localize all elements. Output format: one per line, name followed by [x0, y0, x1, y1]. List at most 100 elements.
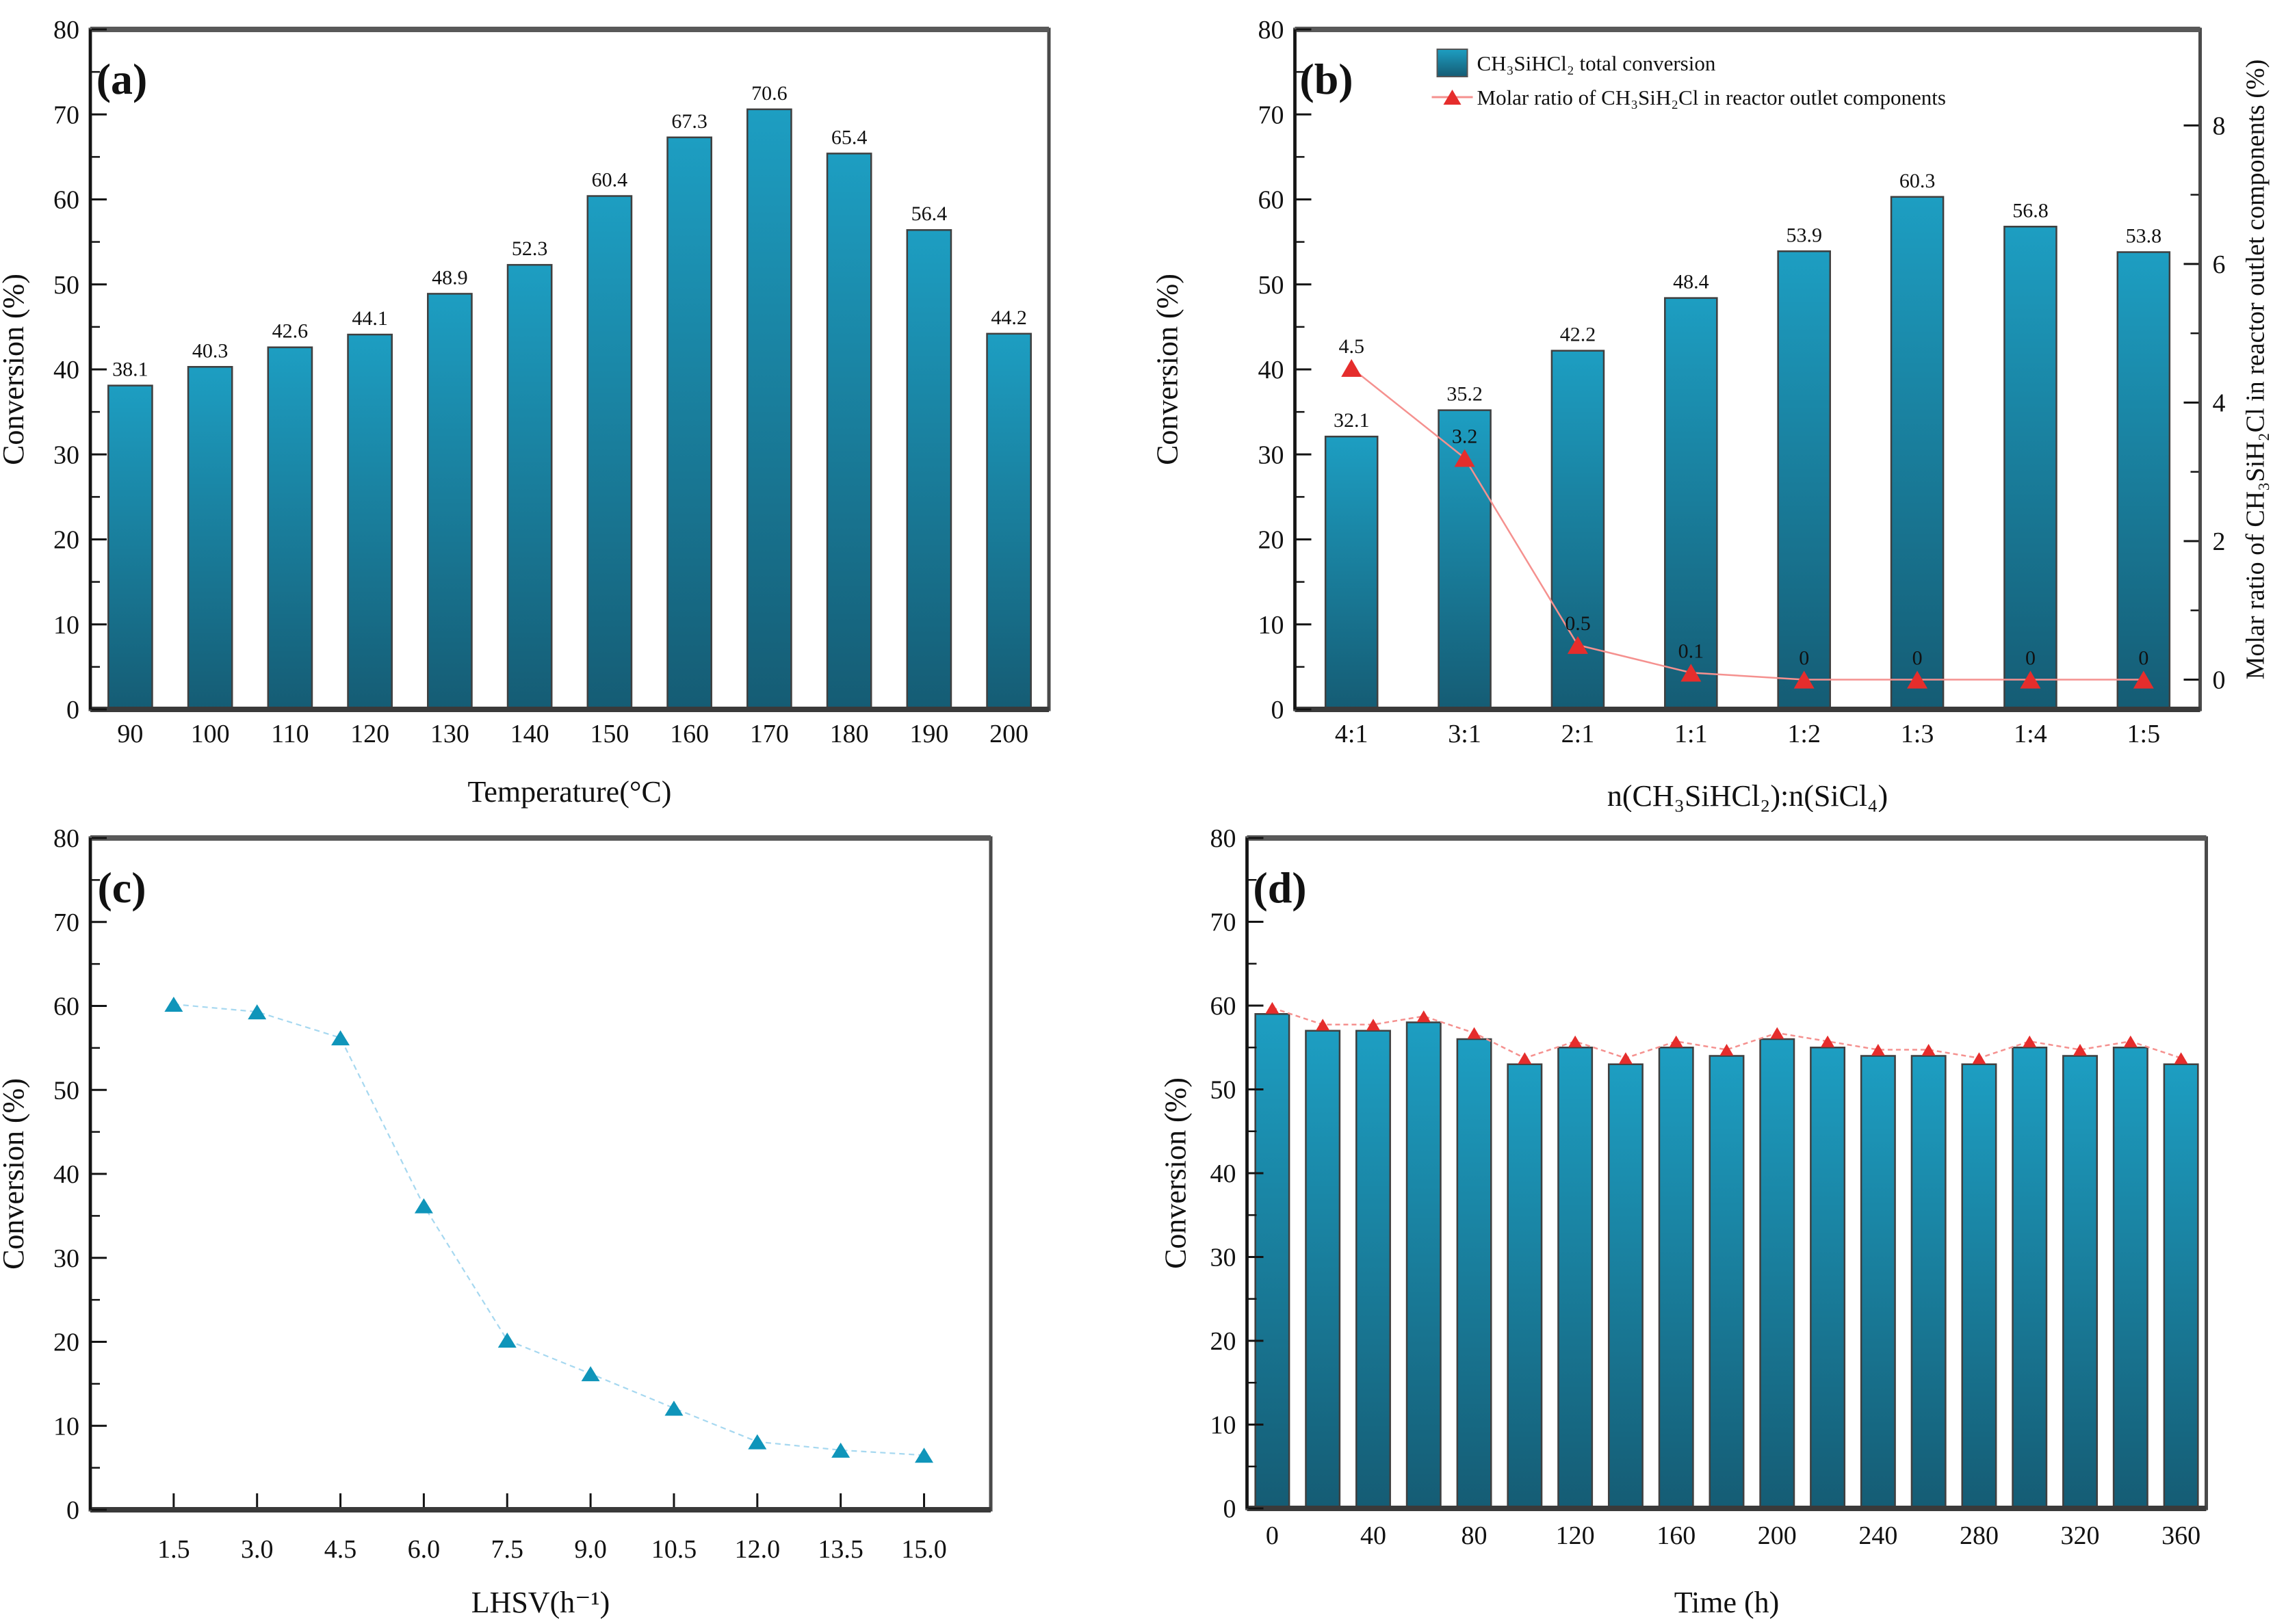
y-tick-label: 10	[53, 1412, 79, 1441]
bar	[746, 108, 792, 711]
bar	[1759, 1038, 1795, 1510]
x-tick-label: 3:1	[1448, 720, 1481, 748]
bar	[666, 136, 712, 711]
lhsv-marker	[831, 1442, 850, 1458]
x-tick-label: 170	[750, 720, 789, 748]
bar	[1507, 1063, 1543, 1510]
panel-letter: (c)	[97, 863, 146, 912]
panel-b-chart: 32.1 35.2 42.2 48.4 53.9 60.3 56.8 53.8 4.5 3.2 0.…	[1151, 16, 2270, 812]
bar	[586, 195, 633, 711]
y2-tick-label: 2	[2213, 527, 2226, 556]
bar-value-label: 60.3	[1899, 170, 1936, 192]
y-tick-label: 40	[1210, 1160, 1236, 1188]
x-axis-title: n(CH₃SiHCl₂):n(SiCl₄)	[1607, 779, 1888, 812]
molar-ratio-marker	[1793, 670, 1815, 689]
molar-ratio-marker	[2133, 670, 2154, 689]
y2-axis-title: Molar ratio of CH₃SiH₂Cl in reactor outl…	[2242, 60, 2270, 680]
panel-letter: (b)	[1299, 55, 1353, 103]
molar-ratio-marker	[1680, 664, 1702, 682]
molar-ratio-line	[1351, 367, 2144, 681]
bar-value-label: 56.4	[911, 202, 948, 225]
x-tick-label: 180	[830, 720, 869, 748]
x-tick-label: 140	[510, 720, 549, 748]
y-tick-label: 60	[53, 186, 79, 215]
x-axis-title: Temperature(°C)	[468, 775, 672, 809]
y-tick-label: 0	[1271, 696, 1284, 724]
bar	[2003, 226, 2057, 711]
x-tick-label: 160	[1657, 1521, 1696, 1550]
panel-a: 38.1 40.3 42.6 44.1 48.9 52.3 60.4 67.3 70.6 65.4…	[0, 0, 1143, 812]
x-tick-label: 4.5	[324, 1535, 357, 1564]
plot-frame	[88, 27, 1051, 712]
bar-value-label: 53.9	[1786, 224, 1822, 246]
y2-tick-label: 8	[2213, 112, 2226, 140]
y-tick-label: 0	[1223, 1495, 1236, 1523]
x-tick-label: 160	[670, 720, 709, 748]
bar-value-label: 40.3	[192, 339, 229, 362]
plot-frame	[1293, 27, 2202, 712]
y-tick-label: 0	[66, 696, 79, 724]
bar-value-label: 67.3	[671, 110, 707, 133]
x-tick-label: 200	[1758, 1521, 1797, 1550]
bar	[347, 333, 393, 711]
bar-value-label: 60.4	[592, 169, 628, 192]
x-tick-label: 1.5	[157, 1535, 190, 1564]
bar-value-label: 65.4	[831, 126, 868, 148]
bar-value-label: 32.1	[1334, 409, 1370, 432]
panel-c: 1.5 3.0 4.5 6.0 7.5 9.0 10.5 12.0 13.5 15.0 0 10 20 3…	[0, 812, 1143, 1624]
bar	[1405, 1021, 1442, 1510]
x-tick-label: 7.5	[491, 1535, 524, 1564]
bar	[1961, 1063, 1997, 1510]
panel-c-chart: 1.5 3.0 4.5 6.0 7.5 9.0 10.5 12.0 13.5 15.0 0 10 20 3…	[0, 824, 993, 1619]
bar-value-label: 38.1	[112, 358, 148, 381]
y2-tick-label: 0	[2213, 666, 2226, 695]
bar	[1664, 297, 1718, 711]
line-value-label: 3.2	[1452, 425, 1478, 447]
molar-ratio-marker	[1907, 670, 1928, 689]
legend-bar-swatch	[1436, 49, 1468, 77]
lhsv-marker	[664, 1400, 684, 1416]
x-tick-label: 100	[191, 720, 230, 748]
bar-value-label: 56.8	[2012, 199, 2049, 222]
y2-tick-label: 4	[2213, 389, 2226, 417]
y-tick-label: 80	[1258, 16, 1284, 44]
bar	[1456, 1038, 1492, 1510]
y-tick-label: 50	[53, 1076, 79, 1105]
bar	[826, 153, 872, 711]
legend-label-bars: CH₃SiHCl₂ total conversion	[1477, 51, 1716, 75]
stability-marker	[1316, 1019, 1330, 1031]
molar-ratio-marker	[1454, 449, 1475, 467]
x-tick-label: 280	[1960, 1521, 1999, 1550]
bar	[1810, 1047, 1846, 1510]
y2-tick-label: 6	[2213, 250, 2226, 279]
bar	[187, 366, 233, 711]
y-tick-label: 20	[53, 526, 79, 555]
y-tick-label: 40	[1258, 356, 1284, 384]
x-tick-label: 15.0	[901, 1535, 947, 1564]
y-tick-label: 70	[1258, 101, 1284, 129]
x-tick-label: 360	[2161, 1521, 2200, 1550]
y-tick-label: 50	[1210, 1076, 1236, 1105]
y-tick-label: 50	[53, 271, 79, 300]
bar	[427, 293, 473, 711]
x-tick-label: 130	[430, 720, 469, 748]
y-tick-label: 60	[1258, 186, 1284, 215]
plot-content	[1254, 1001, 2199, 1510]
x-tick-label: 4:1	[1335, 720, 1368, 748]
panel-b: 32.1 35.2 42.2 48.4 53.9 60.3 56.8 53.8 4.5 3.2 0.…	[1143, 0, 2286, 812]
y-tick-label: 10	[53, 611, 79, 640]
stability-marker	[2073, 1044, 2088, 1056]
x-tick-label: 240	[1858, 1521, 1897, 1550]
line-value-label: 0	[2138, 647, 2148, 670]
panel-a-chart: 38.1 40.3 42.6 44.1 48.9 52.3 60.4 67.3 70.6 65.4…	[0, 16, 1051, 809]
x-tick-label: 13.5	[818, 1535, 863, 1564]
bar	[1550, 350, 1605, 711]
legend-label-line: Molar ratio of CH₃SiH₂Cl in reactor outl…	[1477, 86, 1946, 109]
y-tick-label: 20	[53, 1328, 79, 1357]
bar	[1777, 250, 1831, 711]
plot-frame	[88, 835, 993, 1512]
y-tick-label: 70	[1210, 908, 1236, 937]
bar	[2012, 1047, 2048, 1510]
panel-letter: (a)	[96, 55, 148, 103]
